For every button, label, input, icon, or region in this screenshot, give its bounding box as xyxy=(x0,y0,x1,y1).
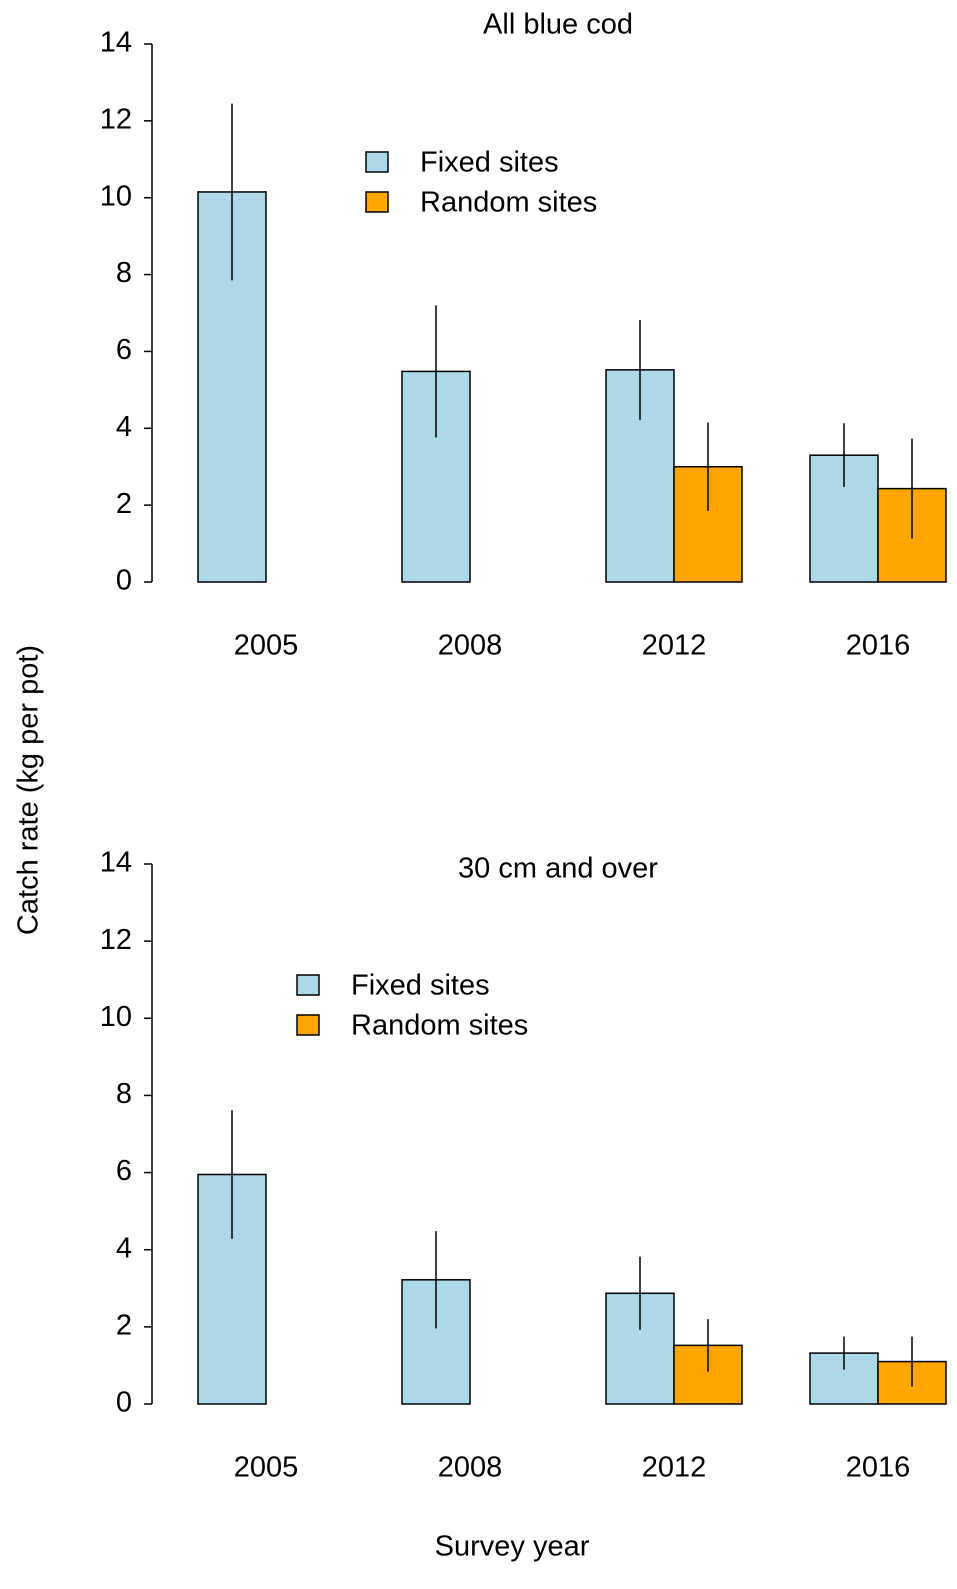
y-tick-label: 14 xyxy=(100,27,132,59)
x-tick-label: 2016 xyxy=(846,1452,911,1484)
x-tick-label: 2012 xyxy=(642,630,707,662)
legend-swatch xyxy=(296,1014,320,1036)
legend-swatch xyxy=(296,974,320,996)
legend-label: Random sites xyxy=(420,187,597,219)
x-tick-label: 2016 xyxy=(846,630,911,662)
y-tick-label: 0 xyxy=(116,1387,132,1419)
chart-title: 30 cm and over xyxy=(458,853,658,885)
y-tick-label: 12 xyxy=(100,924,132,956)
y-tick-label: 4 xyxy=(116,411,132,443)
y-tick-label: 10 xyxy=(100,1001,132,1033)
y-tick-label: 6 xyxy=(116,1155,132,1187)
y-tick-label: 4 xyxy=(116,1232,132,1264)
legend-label: Fixed sites xyxy=(420,147,559,179)
x-axis-label: Survey year xyxy=(435,1531,590,1563)
x-tick-label: 2005 xyxy=(234,630,299,662)
y-tick-label: 14 xyxy=(100,847,132,879)
y-tick-label: 0 xyxy=(116,565,132,597)
legend-label: Random sites xyxy=(351,1010,528,1042)
y-axis-label: Catch rate (kg per pot) xyxy=(13,645,45,935)
y-tick-label: 10 xyxy=(100,180,132,212)
chart-title: All blue cod xyxy=(483,9,633,41)
y-tick-label: 6 xyxy=(116,334,132,366)
legend-label: Fixed sites xyxy=(351,970,490,1002)
x-tick-label: 2008 xyxy=(438,1452,503,1484)
y-tick-label: 12 xyxy=(100,104,132,136)
y-tick-label: 8 xyxy=(116,1078,132,1110)
x-tick-label: 2005 xyxy=(234,1452,299,1484)
legend-swatch xyxy=(365,151,389,173)
y-tick-label: 8 xyxy=(116,257,132,289)
x-tick-label: 2008 xyxy=(438,630,503,662)
legend-swatch xyxy=(365,191,389,213)
x-tick-label: 2012 xyxy=(642,1452,707,1484)
y-tick-label: 2 xyxy=(116,1310,132,1342)
y-tick-label: 2 xyxy=(116,488,132,520)
